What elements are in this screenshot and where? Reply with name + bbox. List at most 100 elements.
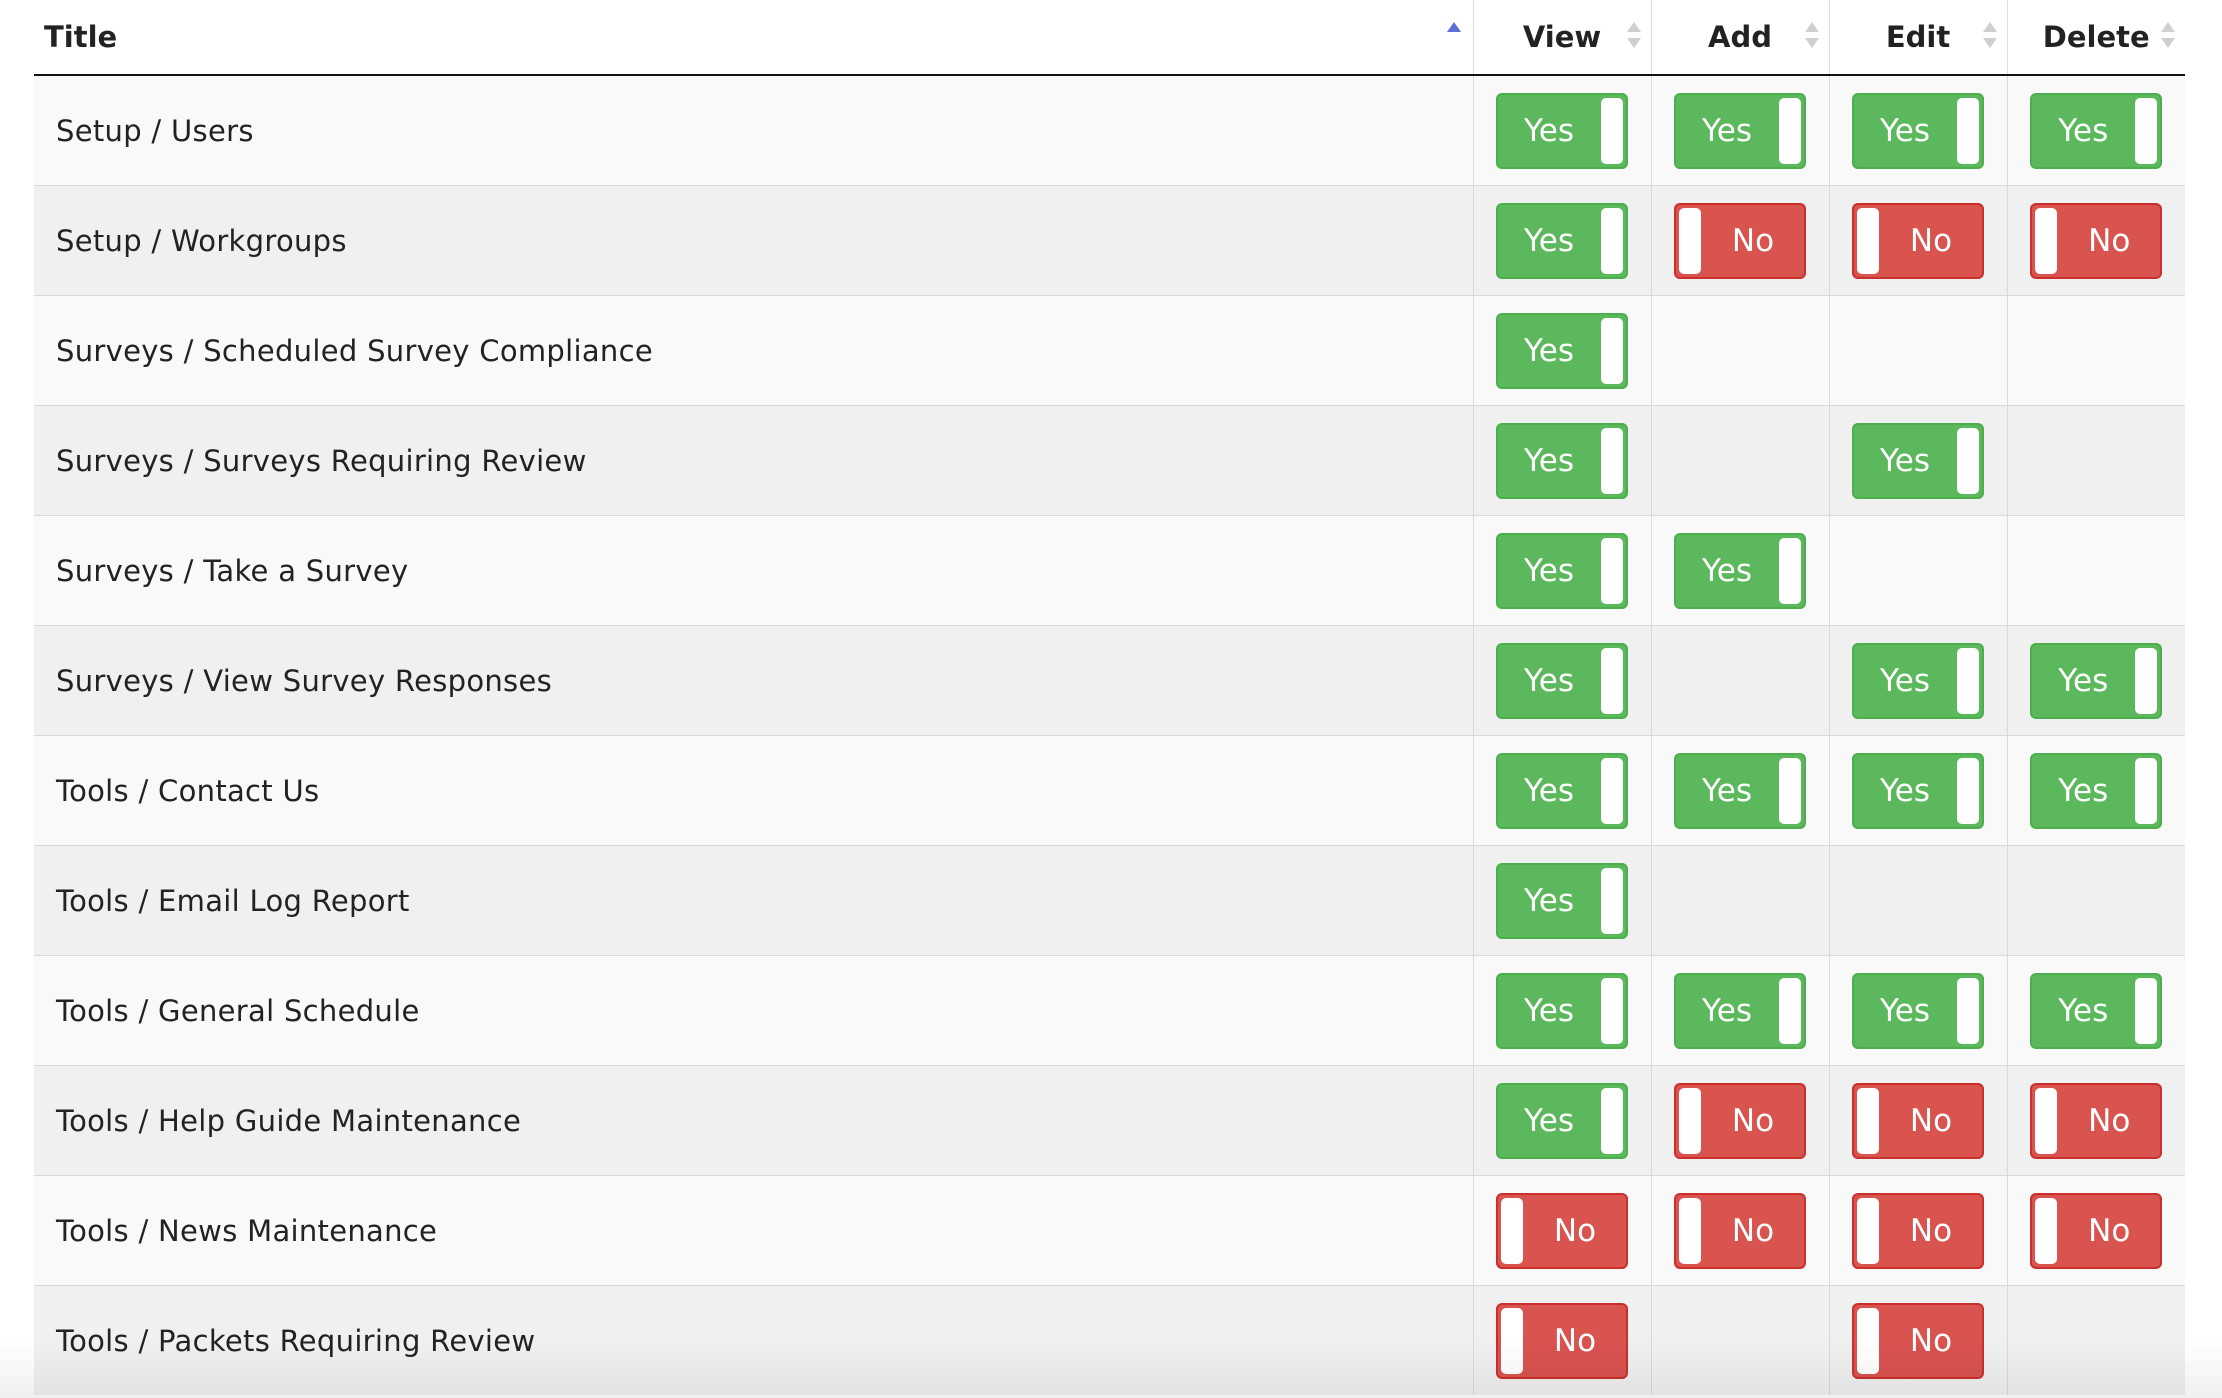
edit-toggle[interactable]: No [1852, 1082, 1984, 1159]
permission-delete-cell [2006, 515, 2185, 626]
toggle-handle [1501, 1307, 1523, 1374]
toggle-label: Yes [1879, 662, 1931, 699]
view-toggle[interactable]: No [1496, 1192, 1628, 1269]
toggle-label: No [2088, 222, 2131, 259]
toggle-label: Yes [2058, 112, 2109, 149]
toggle-handle [1601, 647, 1623, 714]
view-toggle[interactable]: Yes [1496, 92, 1628, 169]
delete-toggle[interactable]: Yes [2030, 972, 2163, 1049]
delete-toggle[interactable]: No [2030, 202, 2163, 279]
permission-title-cell: Tools / Packets Requiring Review [34, 1285, 1473, 1395]
view-toggle[interactable]: Yes [1496, 752, 1628, 829]
column-header-delete[interactable]: Delete [2006, 0, 2185, 76]
toggle-label: Yes [1701, 552, 1753, 589]
toggle-handle [1779, 537, 1801, 604]
permission-title-cell: Setup / Users [34, 74, 1473, 186]
permission-view-cell: No [1472, 1175, 1651, 1286]
delete-toggle[interactable]: Yes [2030, 752, 2163, 829]
delete-toggle[interactable]: Yes [2030, 92, 2163, 169]
add-toggle[interactable]: Yes [1674, 752, 1806, 829]
permission-title: Surveys / Surveys Requiring Review [56, 443, 587, 478]
edit-toggle[interactable]: Yes [1852, 92, 1984, 169]
toggle-label: Yes [1523, 112, 1575, 149]
toggle-handle [1601, 97, 1623, 164]
view-toggle[interactable]: Yes [1496, 1082, 1628, 1159]
delete-toggle[interactable]: No [2030, 1082, 2163, 1159]
toggle-handle [2035, 207, 2058, 274]
permission-edit-cell: Yes [1828, 405, 2007, 516]
permission-delete-cell: No [2006, 1065, 2185, 1176]
toggle-handle [1601, 427, 1623, 494]
sort-ascending-icon[interactable] [1446, 22, 1461, 52]
delete-toggle[interactable]: No [2030, 1192, 2163, 1269]
delete-toggle[interactable]: Yes [2030, 642, 2163, 719]
add-toggle[interactable]: No [1674, 202, 1806, 279]
add-toggle[interactable]: Yes [1674, 972, 1806, 1049]
view-toggle[interactable]: Yes [1496, 972, 1628, 1049]
add-toggle[interactable]: No [1674, 1192, 1806, 1269]
toggle-label: Yes [1879, 442, 1931, 479]
toggle-label: Yes [1523, 1102, 1575, 1139]
edit-toggle[interactable]: No [1852, 1192, 1984, 1269]
column-header-edit[interactable]: Edit [1828, 0, 2007, 76]
add-toggle[interactable]: No [1674, 1082, 1806, 1159]
permission-title-cell: Surveys / Take a Survey [34, 515, 1473, 626]
toggle-handle [1779, 757, 1801, 824]
sort-icon[interactable] [1804, 22, 1819, 52]
edit-toggle[interactable]: No [1852, 1302, 1984, 1379]
toggle-label: Yes [1879, 112, 1931, 149]
permission-add-cell [1650, 845, 1829, 956]
permission-add-cell: No [1650, 1175, 1829, 1286]
permissions-table: Title View Add [34, 0, 2185, 1395]
edit-toggle[interactable]: Yes [1852, 642, 1984, 719]
add-toggle[interactable]: Yes [1674, 92, 1806, 169]
permission-edit-cell: No [1828, 1175, 2007, 1286]
permission-view-cell: No [1472, 1285, 1651, 1395]
permission-view-cell: Yes [1472, 405, 1651, 516]
toggle-label: Yes [1879, 772, 1931, 809]
permission-add-cell: Yes [1650, 74, 1829, 186]
edit-toggle[interactable]: Yes [1852, 752, 1984, 829]
toggle-handle [1601, 757, 1623, 824]
view-toggle[interactable]: Yes [1496, 532, 1628, 609]
column-header-add[interactable]: Add [1650, 0, 1829, 76]
edit-toggle[interactable]: Yes [1852, 972, 1984, 1049]
left-gutter [0, 0, 34, 1398]
toggle-label: Yes [1523, 442, 1575, 479]
permission-title-cell: Setup / Workgroups [34, 185, 1473, 296]
column-header-view[interactable]: View [1472, 0, 1651, 76]
view-toggle[interactable]: Yes [1496, 312, 1628, 389]
toggle-handle [1857, 207, 1879, 274]
permission-edit-cell [1828, 295, 2007, 406]
toggle-label: Yes [2058, 992, 2109, 1029]
view-toggle[interactable]: Yes [1496, 642, 1628, 719]
toggle-label: Yes [1523, 772, 1575, 809]
sort-icon[interactable] [1626, 22, 1641, 52]
table-row: Surveys / Surveys Requiring Review Yes Yes [34, 405, 2185, 516]
permission-title: Tools / News Maintenance [56, 1213, 438, 1248]
view-toggle[interactable]: Yes [1496, 862, 1628, 939]
sort-icon[interactable] [2161, 22, 2175, 52]
sort-icon[interactable] [1982, 22, 1997, 52]
permission-title-cell: Tools / Help Guide Maintenance [34, 1065, 1473, 1176]
permission-title: Tools / Packets Requiring Review [56, 1323, 536, 1358]
view-toggle[interactable]: Yes [1496, 202, 1628, 279]
permission-add-cell [1650, 295, 1829, 406]
edit-toggle[interactable]: No [1852, 202, 1984, 279]
toggle-handle [1857, 1087, 1879, 1154]
toggle-label: Yes [1523, 992, 1575, 1029]
toggle-label: No [1553, 1322, 1597, 1359]
permission-title: Surveys / Scheduled Survey Compliance [56, 333, 653, 368]
column-header-title[interactable]: Title [34, 0, 1473, 76]
permission-delete-cell: No [2006, 1175, 2185, 1286]
toggle-label: Yes [1523, 662, 1575, 699]
toggle-handle [1957, 647, 1979, 714]
view-toggle[interactable]: Yes [1496, 422, 1628, 499]
edit-toggle[interactable]: Yes [1852, 422, 1984, 499]
table-row: Surveys / Scheduled Survey Compliance Yes [34, 295, 2185, 406]
permission-add-cell [1650, 405, 1829, 516]
add-toggle[interactable]: Yes [1674, 532, 1806, 609]
toggle-label: No [1909, 1212, 1953, 1249]
permission-title: Surveys / View Survey Responses [56, 663, 553, 698]
view-toggle[interactable]: No [1496, 1302, 1628, 1379]
